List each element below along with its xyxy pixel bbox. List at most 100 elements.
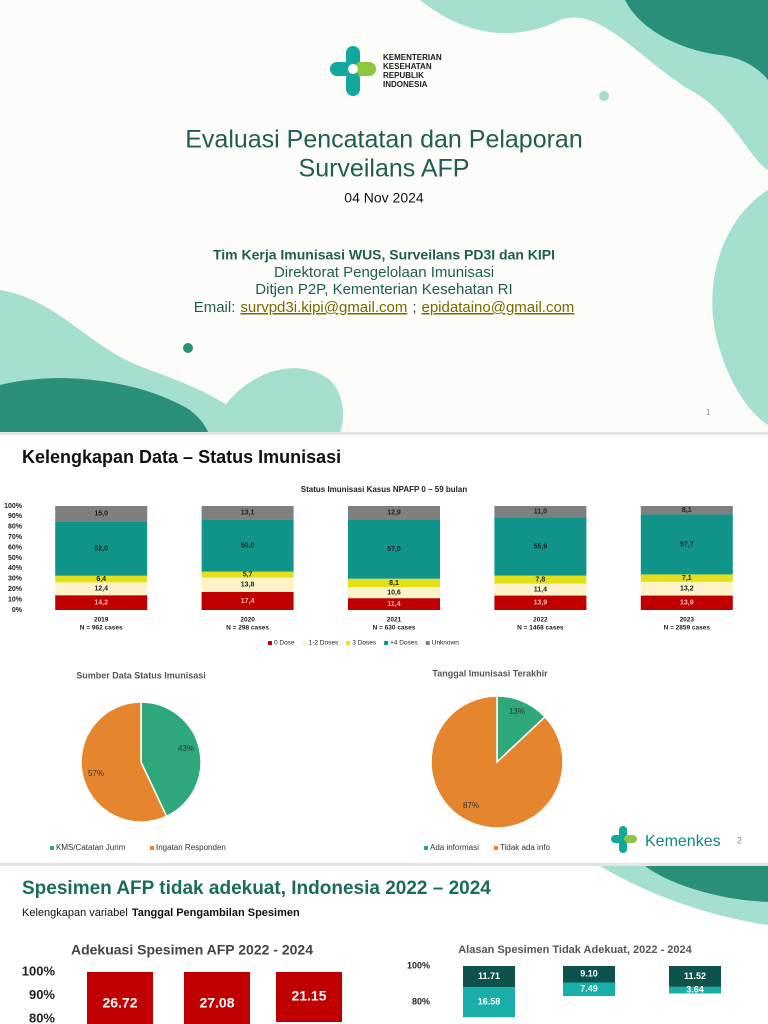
data-label: 13,8 [241,582,255,589]
bar-segment [348,587,440,599]
y-tick-label: 90% [8,513,23,520]
bar-segment [640,506,733,515]
chart-title: Status Imunisasi Kasus NPAFP 0 – 59 bula… [301,485,468,494]
data-label: 15,0 [94,511,108,518]
data-label: 7,1 [682,575,692,582]
decor [625,0,768,80]
chart-title: Adekuasi Spesimen AFP 2022 - 2024 [71,942,313,958]
separator: ; [412,299,416,316]
x-tick-label: 2022 [533,617,548,624]
slide-separator [0,863,768,866]
bar-segment [55,506,148,522]
page-number: 1 [706,408,711,417]
legend-swatch [424,846,428,850]
y-tick-label: 20% [8,586,23,593]
data-label: 9.10 [580,969,598,979]
logo-icon [330,46,376,96]
legend-swatch [302,641,307,645]
legend-label: Unknown [432,640,459,647]
bar-segment [463,966,515,988]
legend-swatch [150,846,154,850]
x-tick-label: 2021 [387,617,402,624]
logo-text: KESEHATAN [383,62,432,71]
pie-slice [80,701,168,823]
email-line: Email: survpd3i.kipi@gmail.com; epidataino… [194,299,575,316]
bar-segment [494,575,587,584]
legend-swatch [346,641,351,645]
bar-segment [184,972,250,1024]
data-label: 21.15 [291,988,326,1004]
pie-slice [430,695,564,829]
legend-label: KMS/Catatan Jurim [56,843,126,852]
slide-title: Kelengkapan Data – Status Imunisasi [22,447,341,467]
chart-title: Sumber Data Status Imunisasi [76,670,206,680]
data-label: 50,0 [241,542,255,549]
x-tick-label: 2019 [94,617,109,624]
x-tick-label: 2020 [240,617,255,624]
data-label: 27.08 [199,995,234,1011]
data-label: 57,7 [680,541,694,548]
y-tick-label: 90% [29,987,55,1002]
logo-text: INDONESIA [383,80,428,89]
data-label: 11.71 [478,971,500,981]
slide-title: Evaluasi Pencatatan dan Pelaporan [185,126,583,154]
y-tick-label: 10% [8,596,23,603]
email-link[interactable]: survpd3i.kipi@gmail.com [240,299,407,316]
data-label: 16.58 [478,997,501,1007]
data-label: 17,4 [241,598,255,605]
y-tick-label: 80% [29,1011,55,1024]
y-tick-label: 100% [22,963,56,978]
pie-slice [140,701,202,818]
bar-segment [201,506,294,520]
bar-segment [348,578,440,588]
data-label: 26.72 [102,994,137,1010]
decor [712,190,768,425]
bar-segment [563,982,615,997]
bar-segment [640,595,733,610]
y-tick-label: 60% [8,544,23,551]
slide-1-bg [0,0,768,432]
bar-segment [563,966,615,983]
legend-swatch [268,641,272,645]
legend-label: 3 Doses [352,640,377,647]
data-label: 55,9 [534,543,548,550]
info-line: Direktorat Pengelolaan Imunisasi [274,264,494,281]
email-link[interactable]: epidataino@gmail.com [422,299,575,316]
decor [210,368,343,432]
legend-swatch [494,846,498,850]
bar-segment [494,595,587,610]
y-tick-label: 50% [8,555,23,562]
data-label: 8,1 [682,507,692,514]
bar-segment [640,574,733,582]
logo-text: REPUBLIK [383,71,424,80]
y-tick-label: 40% [8,565,23,572]
x-tick-label: 2023 [680,617,695,624]
bar-segment [640,581,733,596]
data-label: 14,2 [94,599,108,606]
x-tick-note: N = 962 cases [80,625,123,632]
data-label: 13,1 [241,510,255,517]
data-label: 3.64 [686,985,704,995]
x-tick-note: N = 298 cases [226,625,269,632]
decor [115,373,125,383]
subtitle: Kelengkapan variabel Tanggal Pengambilan … [22,907,300,919]
slide-title: Surveilans AFP [299,155,470,183]
data-label: 5,7 [243,571,253,578]
decor [599,91,609,101]
decor [0,378,208,432]
bar-segment [55,521,148,576]
data-label: 13,9 [680,600,694,607]
data-label: 7,8 [536,576,546,583]
data-label: 12,9 [387,510,401,517]
bar-segment [201,519,294,572]
data-label: 11,4 [534,586,547,593]
slide-separator [0,432,768,435]
date: 04 Nov 2024 [344,190,424,206]
data-label: 87% [463,801,479,810]
x-tick-note: N = 1468 cases [517,625,564,632]
brand-icon [611,826,637,853]
y-tick-label: 80% [8,524,23,531]
data-label: 11,0 [534,509,547,516]
